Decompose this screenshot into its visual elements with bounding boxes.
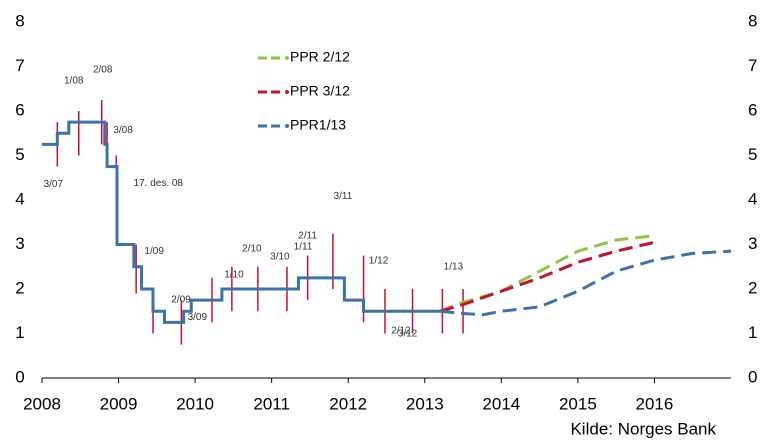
- annotation: 1/13: [444, 262, 464, 273]
- y-tick-label: 8: [15, 11, 24, 30]
- annotation: 3/11: [334, 191, 353, 202]
- annotation: 3/10: [270, 251, 290, 262]
- line: [439, 234, 655, 313]
- x-tick-label: 2015: [559, 394, 597, 413]
- annotation: 2/08: [93, 65, 113, 76]
- x-tick-label: 2016: [636, 394, 674, 413]
- annotation: 3/07: [44, 179, 64, 190]
- annotation: 17. des. 08: [134, 178, 184, 189]
- y2-tick-label: 5: [748, 145, 757, 164]
- legend-label: PPR 3/12: [290, 83, 350, 99]
- legend-label: PPR1/13: [290, 117, 346, 133]
- annotation: 2/10: [242, 243, 262, 254]
- x-tick-label: 2013: [406, 394, 444, 413]
- y2-tick-label: 3: [748, 234, 757, 253]
- annotation: 1/10: [224, 270, 244, 281]
- legend-label: PPR 2/12: [290, 49, 350, 65]
- y-tick-label: 6: [15, 100, 24, 119]
- y-tick-label: 0: [15, 367, 24, 386]
- annotation: 3/08: [113, 125, 133, 136]
- line: [42, 120, 441, 324]
- y-tick-label: 4: [15, 189, 24, 208]
- x-tick-label: 2012: [329, 394, 367, 413]
- y-tick-label: 5: [15, 145, 24, 164]
- annotation: 2/11: [298, 230, 317, 241]
- line: [439, 249, 732, 317]
- y2-tick-label: 0: [748, 367, 757, 386]
- x-tick-label: 2011: [253, 394, 290, 413]
- annotation: 1/08: [64, 76, 84, 87]
- y2-tick-label: 6: [748, 100, 757, 119]
- x-tick-label: 2008: [23, 394, 61, 413]
- annotation: 2/12: [391, 326, 411, 337]
- x-tick-label: 2014: [482, 394, 520, 413]
- y2-tick-label: 1: [748, 323, 757, 342]
- line: [439, 240, 655, 313]
- y2-tick-label: 8: [748, 11, 757, 30]
- annotation: 1/11: [294, 241, 313, 252]
- x-tick-label: 2010: [176, 394, 214, 413]
- y-tick-label: 3: [15, 234, 24, 253]
- legend-dot: [285, 90, 289, 94]
- y2-tick-label: 7: [748, 56, 757, 75]
- x-tick-label: 2009: [100, 394, 138, 413]
- legend-dot: [285, 124, 289, 128]
- y-tick-label: 7: [15, 56, 24, 75]
- annotation: 3/12: [398, 329, 418, 340]
- y-tick-label: 1: [15, 323, 24, 342]
- y2-tick-label: 2: [748, 278, 757, 297]
- annotation: 3/09: [188, 312, 208, 323]
- legend-dot: [285, 56, 289, 60]
- y-tick-label: 2: [15, 278, 24, 297]
- y2-tick-label: 4: [748, 189, 757, 208]
- annotation: 1/09: [144, 246, 164, 257]
- source: Kilde: Norges Bank: [570, 419, 716, 438]
- annotation: 1/12: [369, 255, 389, 266]
